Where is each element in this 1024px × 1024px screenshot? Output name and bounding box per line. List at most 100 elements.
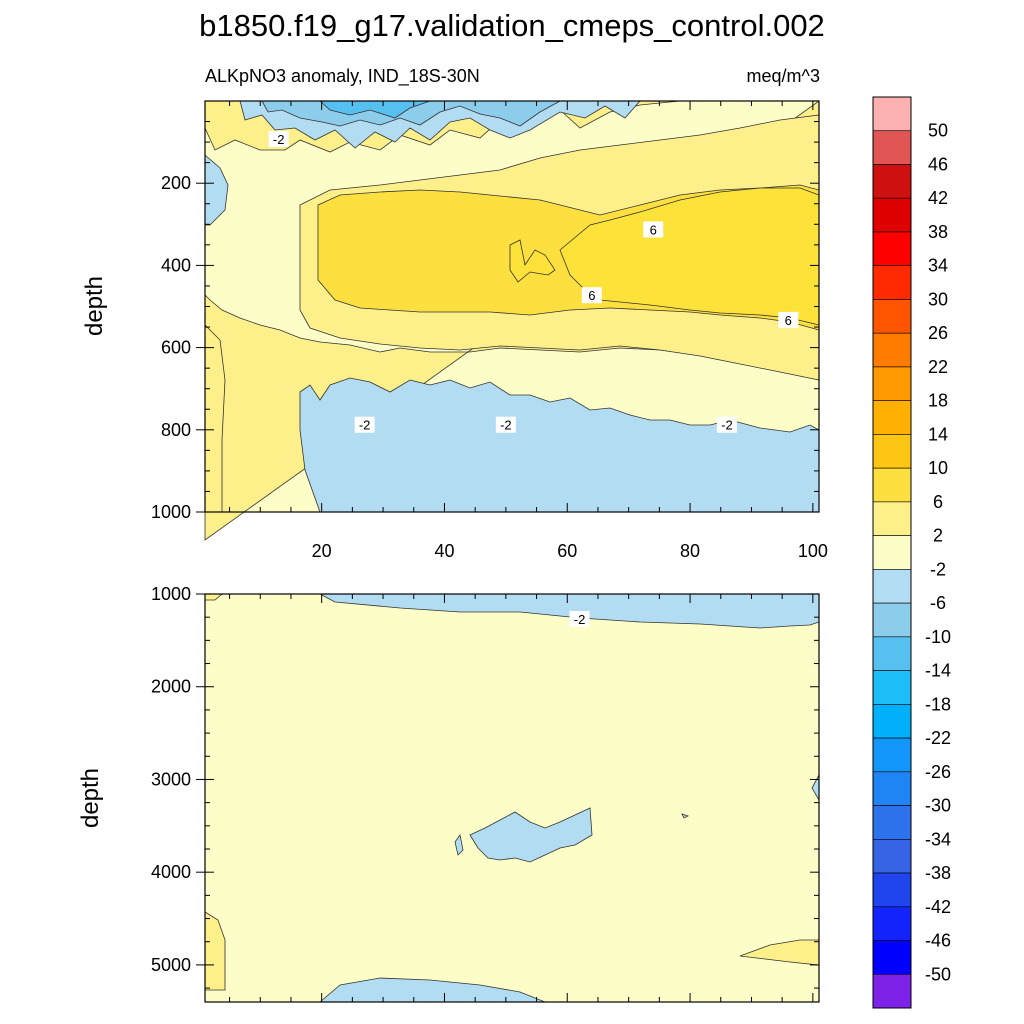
contour-label-box bbox=[569, 610, 590, 627]
colorbar-swatch bbox=[872, 636, 912, 671]
colorbar-label: 42 bbox=[928, 188, 948, 208]
bottom-contour-labels: -2 bbox=[569, 610, 590, 627]
anomaly-band-neg2-neg6 bbox=[469, 807, 593, 863]
x-tick-label: 40 bbox=[434, 541, 454, 561]
x-tick-label: 100 bbox=[798, 541, 828, 561]
y-tick-label: 1000 bbox=[151, 584, 191, 604]
bottom-y-axis-label: depth bbox=[77, 768, 104, 828]
anomaly-band-10-14 bbox=[559, 187, 820, 326]
top-panel: ALKpNO3 anomaly, IND_18S-30N meq/m^3 20 4… bbox=[81, 66, 828, 561]
colorbar-swatch bbox=[872, 670, 912, 705]
y-tick-label: 4000 bbox=[151, 862, 191, 882]
colorbar-swatch bbox=[872, 231, 912, 267]
top-frame bbox=[204, 100, 820, 513]
top-subtitle-right: meq/m^3 bbox=[747, 66, 820, 86]
colorbar-swatch bbox=[872, 400, 912, 435]
x-tick-label: 80 bbox=[680, 541, 700, 561]
contour-label-box bbox=[778, 311, 799, 328]
colorbar-label: -14 bbox=[925, 661, 951, 681]
anomaly-band-10-14 bbox=[509, 239, 556, 283]
contour-label: -2 bbox=[574, 612, 586, 627]
contour-label-box bbox=[495, 416, 516, 433]
x-tick-label: 20 bbox=[312, 541, 332, 561]
colorbar-swatch bbox=[872, 265, 912, 300]
anomaly-band-neg2-neg6 bbox=[299, 377, 820, 513]
top-contour-labels: -2 6 6 6 -2 -2 -2 bbox=[268, 131, 799, 433]
contour-label-box bbox=[268, 131, 289, 148]
colorbar-swatch bbox=[872, 569, 912, 604]
colorbar-swatch bbox=[872, 838, 912, 874]
colorbar-label: 30 bbox=[928, 289, 948, 309]
top-y-axis-label: depth bbox=[81, 276, 108, 336]
colorbar-swatch bbox=[872, 805, 912, 840]
y-tick-label: 400 bbox=[161, 255, 191, 275]
colorbar-label: 46 bbox=[928, 154, 948, 174]
bottom-panel: 1000 2000 3000 4000 5000 -2 depth bbox=[77, 584, 820, 1003]
y-tick-label: 2000 bbox=[151, 677, 191, 697]
colorbar-swatch bbox=[872, 434, 912, 469]
colorbar-swatch bbox=[872, 501, 912, 536]
colorbar-swatch bbox=[872, 940, 912, 975]
colorbar-label: 34 bbox=[928, 256, 948, 276]
y-tick-label: 3000 bbox=[151, 769, 191, 789]
colorbar: 50 46 42 38 34 30 26 22 18 14 10 6 2 -2 -6 -10 -14 -18 -22… bbox=[872, 96, 951, 1009]
y-tick-label: 600 bbox=[161, 338, 191, 358]
y-tick-label: 200 bbox=[161, 173, 191, 193]
contour-label-box bbox=[716, 416, 737, 433]
colorbar-swatch bbox=[872, 535, 912, 570]
colorbar-label: 2 bbox=[933, 526, 943, 546]
anomaly-band-2-6 bbox=[204, 324, 226, 513]
bottom-field bbox=[204, 593, 820, 1003]
top-axis-ticks: 20 40 60 80 100 200 400 600 800 1000 bbox=[151, 100, 828, 561]
colorbar-label: 50 bbox=[928, 121, 948, 141]
contour-label: 6 bbox=[650, 222, 657, 237]
colorbar-swatch bbox=[872, 467, 912, 503]
colorbar-label: -6 bbox=[930, 593, 946, 613]
contour-label-box bbox=[581, 287, 602, 304]
top-subtitle-left: ALKpNO3 anomaly, IND_18S-30N bbox=[205, 66, 480, 87]
colorbar-swatch bbox=[872, 96, 912, 132]
anomaly-band-neg2-neg6 bbox=[681, 813, 690, 819]
colorbar-label: 18 bbox=[928, 391, 948, 411]
contour-label: -2 bbox=[721, 418, 733, 433]
colorbar-swatch bbox=[872, 906, 912, 941]
colorbar-label: 6 bbox=[933, 492, 943, 512]
colorbar-label: 14 bbox=[928, 424, 948, 444]
x-tick-label: 60 bbox=[557, 541, 577, 561]
contour-label: 6 bbox=[588, 288, 595, 303]
colorbar-label: -30 bbox=[925, 796, 951, 816]
colorbar-swatch bbox=[872, 130, 912, 165]
colorbar-label: -38 bbox=[925, 863, 951, 883]
contour-label: 6 bbox=[785, 313, 792, 328]
colorbar-label: 10 bbox=[928, 458, 948, 478]
colorbar-label: -18 bbox=[925, 694, 951, 714]
colorbar-swatch bbox=[872, 299, 912, 334]
colorbar-swatch bbox=[872, 366, 912, 401]
top-field bbox=[204, 100, 820, 541]
contour-label: -2 bbox=[273, 132, 285, 147]
colorbar-label: -2 bbox=[930, 559, 946, 579]
colorbar-label: -34 bbox=[925, 829, 951, 849]
y-tick-label: 800 bbox=[161, 420, 191, 440]
colorbar-swatch bbox=[872, 332, 912, 368]
colorbar-swatch bbox=[872, 704, 912, 739]
colorbar-label: -26 bbox=[925, 762, 951, 782]
colorbar-frame bbox=[872, 96, 912, 1009]
colorbar-swatch bbox=[872, 164, 912, 199]
colorbar-label: 26 bbox=[928, 323, 948, 343]
colorbar-label: 38 bbox=[928, 222, 948, 242]
contour-label-box bbox=[354, 416, 375, 433]
colorbar-label: 22 bbox=[928, 357, 948, 377]
colorbar-label: -10 bbox=[925, 627, 951, 647]
colorbar-label: -22 bbox=[925, 728, 951, 748]
colorbar-label: -42 bbox=[925, 897, 951, 917]
anomaly-band-neg10-neg14 bbox=[318, 100, 431, 119]
colorbar-swatch bbox=[872, 872, 912, 908]
colorbar-swatch bbox=[872, 197, 912, 233]
field-background bbox=[205, 594, 819, 1002]
colorbar-swatch bbox=[872, 973, 912, 1009]
contour-label-box bbox=[643, 221, 664, 238]
contour-label: -2 bbox=[359, 418, 371, 433]
y-tick-label: 1000 bbox=[151, 502, 191, 522]
